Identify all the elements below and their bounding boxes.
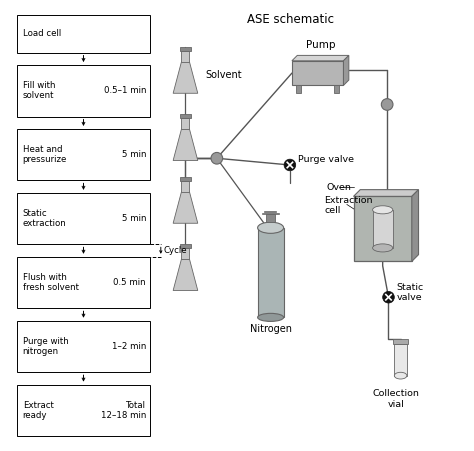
Bar: [18, 193, 150, 244]
Text: Static
extraction: Static extraction: [23, 209, 66, 228]
Ellipse shape: [257, 313, 283, 322]
Circle shape: [383, 291, 394, 303]
Bar: [393, 339, 408, 344]
Bar: [266, 214, 275, 222]
Ellipse shape: [373, 206, 393, 214]
Text: Collection
vial: Collection vial: [373, 389, 419, 409]
Bar: [18, 257, 150, 308]
Bar: [180, 177, 191, 181]
Circle shape: [211, 152, 223, 164]
Text: Purge valve: Purge valve: [298, 155, 354, 164]
Text: Pump: Pump: [306, 40, 335, 50]
Ellipse shape: [373, 244, 393, 252]
Bar: [354, 196, 412, 262]
Bar: [180, 244, 191, 248]
Polygon shape: [354, 189, 419, 196]
Bar: [180, 115, 191, 118]
Text: 0.5–1 min: 0.5–1 min: [103, 86, 146, 95]
Polygon shape: [173, 129, 198, 161]
Bar: [180, 47, 191, 51]
Text: Purge with
nitrogen: Purge with nitrogen: [23, 337, 69, 356]
Bar: [182, 118, 190, 129]
Text: Oven: Oven: [327, 183, 352, 192]
Text: ASE schematic: ASE schematic: [247, 13, 334, 26]
Bar: [182, 181, 190, 192]
Bar: [292, 61, 344, 85]
Text: 5 min: 5 min: [121, 150, 146, 159]
Text: Heat and
pressurize: Heat and pressurize: [23, 145, 67, 165]
Text: Solvent: Solvent: [206, 70, 242, 80]
Bar: [257, 228, 283, 318]
Bar: [18, 129, 150, 180]
Text: Nitrogen: Nitrogen: [250, 324, 292, 334]
Ellipse shape: [257, 222, 283, 233]
Bar: [182, 248, 190, 259]
Bar: [373, 210, 393, 248]
Text: Fill with
solvent: Fill with solvent: [23, 81, 55, 101]
Bar: [296, 85, 301, 93]
Text: 1–2 min: 1–2 min: [112, 342, 146, 351]
Polygon shape: [292, 55, 349, 61]
Text: Extraction
cell: Extraction cell: [324, 196, 373, 215]
Bar: [394, 344, 407, 376]
Text: Static
valve: Static valve: [397, 283, 424, 303]
Bar: [18, 321, 150, 372]
Text: 0.5 min: 0.5 min: [113, 278, 146, 287]
Text: Extract
ready: Extract ready: [23, 400, 54, 420]
Circle shape: [284, 159, 296, 171]
Text: Total
12–18 min: Total 12–18 min: [100, 400, 146, 420]
Bar: [182, 51, 190, 62]
Polygon shape: [344, 55, 349, 85]
Text: Load cell: Load cell: [23, 29, 61, 38]
Circle shape: [381, 99, 393, 110]
Text: 5 min: 5 min: [121, 214, 146, 223]
Polygon shape: [173, 62, 198, 93]
Ellipse shape: [394, 372, 407, 379]
Text: Cycle: Cycle: [164, 246, 187, 255]
Bar: [334, 85, 339, 93]
Polygon shape: [173, 259, 198, 290]
Bar: [18, 385, 150, 436]
Bar: [18, 15, 150, 53]
Text: Flush with
fresh solvent: Flush with fresh solvent: [23, 273, 79, 292]
Polygon shape: [173, 192, 198, 223]
Bar: [18, 65, 150, 116]
Polygon shape: [412, 189, 419, 262]
